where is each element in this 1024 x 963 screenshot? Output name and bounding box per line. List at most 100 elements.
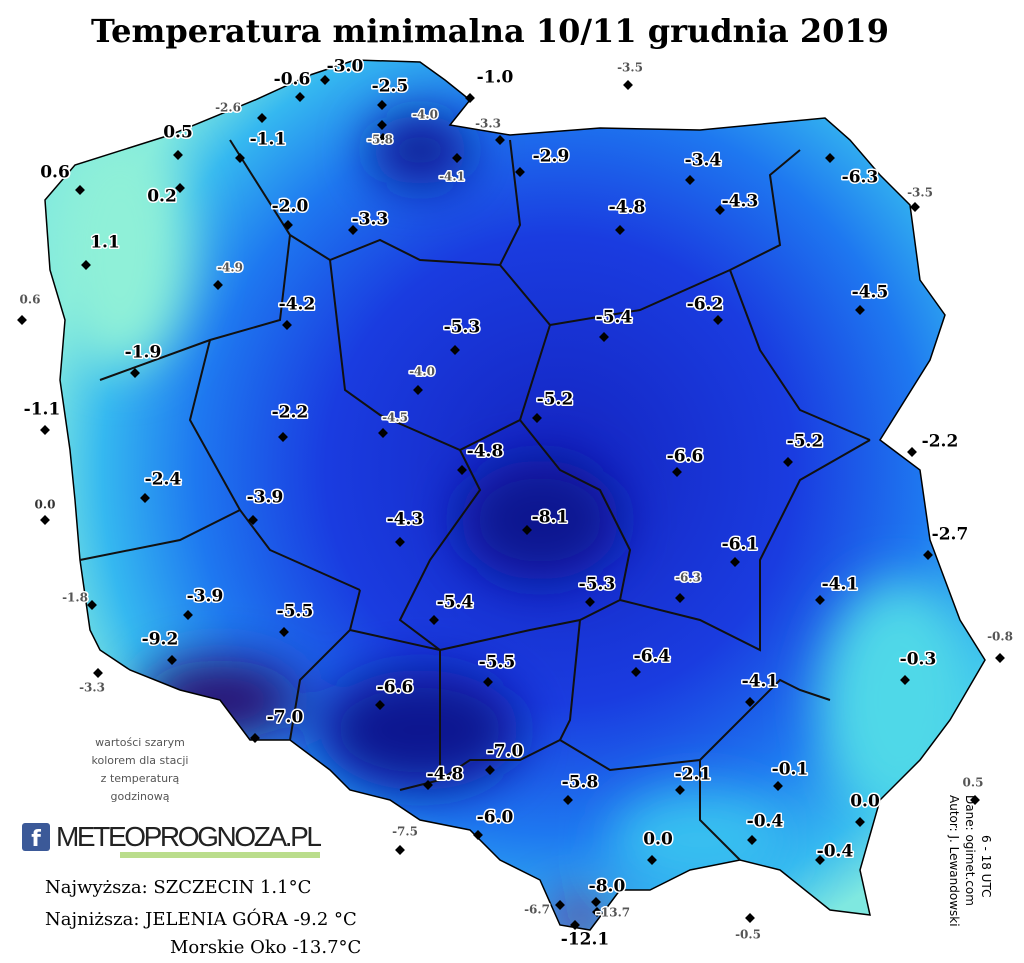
station-label: -2.4 [145, 470, 182, 490]
stations: -3.0 -0.6 -2.5 -1.0 -3.5 -2.6 -4.0 -5.8 -3.3 0.5 -… [17, 55, 1014, 951]
station-label: 0.6 [20, 293, 41, 307]
station-marker [395, 845, 405, 855]
station-marker [395, 537, 405, 547]
station-marker [623, 80, 633, 90]
map-title: Temperatura minimalna 10/11 grudnia 2019 [91, 12, 889, 50]
station-label: 0.5 [163, 123, 193, 143]
station-label: -3.9 [187, 587, 224, 607]
station-marker [250, 733, 260, 743]
station-label: -6.3 [675, 571, 701, 585]
station-label: 0.6 [40, 163, 70, 183]
station-label: -6.1 [722, 535, 759, 555]
facebook-icon [22, 823, 50, 851]
station-marker [423, 780, 433, 790]
station-label: -4.8 [467, 442, 504, 462]
station-label: -2.9 [533, 147, 570, 167]
station-label: -3.3 [475, 117, 501, 131]
logo: f METEOPROGNOZA.PL [22, 821, 322, 858]
station-marker [923, 550, 933, 560]
station-marker [532, 413, 542, 423]
station-marker [87, 600, 97, 610]
station-label: -2.6 [215, 101, 241, 115]
station-marker [995, 653, 1005, 663]
station-label: -0.1 [772, 760, 809, 780]
station-label: -2.7 [932, 525, 969, 545]
station-marker [647, 855, 657, 865]
station-label: -4.0 [409, 365, 435, 379]
station-marker [485, 765, 495, 775]
station-label: -4.5 [852, 283, 889, 303]
station-marker [167, 655, 177, 665]
station-label: -6.3 [842, 168, 879, 188]
station-label: -0.8 [987, 630, 1013, 644]
station-label: -4.2 [279, 295, 316, 315]
station-label: -5.2 [537, 390, 574, 410]
station-label: -7.5 [392, 825, 418, 839]
station-label: -6.6 [377, 678, 414, 698]
station-label: -3.3 [79, 681, 105, 695]
credits: Autor: J. Lewandowski Dane: ogimet.com 6 -… [947, 795, 993, 927]
station-label: -3.0 [327, 57, 364, 77]
station-marker [815, 855, 825, 865]
station-label: -2.2 [272, 403, 309, 423]
credit-line: Dane: ogimet.com [963, 795, 977, 906]
note-line: godzinową [111, 790, 170, 803]
station-marker [783, 457, 793, 467]
station-marker [515, 167, 525, 177]
station-label: -1.0 [477, 68, 514, 88]
station-label: -5.8 [562, 773, 599, 793]
station-marker [175, 183, 185, 193]
station-label: -5.5 [277, 602, 314, 622]
station-label: -9.2 [142, 630, 179, 650]
station-marker [592, 907, 602, 917]
station-marker [855, 817, 865, 827]
station-label: -6.0 [477, 808, 514, 828]
note-line: kolorem dla stacji [92, 754, 189, 767]
station-label: -5.4 [437, 593, 474, 613]
station-marker [495, 135, 505, 145]
station-marker [745, 913, 755, 923]
station-marker [278, 432, 288, 442]
station-label: -6.4 [634, 647, 671, 667]
station-marker [570, 920, 580, 930]
note: wartości szarym kolorem dla stacji z tempe… [92, 736, 189, 803]
station-label: -5.3 [444, 318, 481, 338]
station-label: -4.3 [387, 510, 424, 530]
station-label: -3.4 [685, 151, 722, 171]
station-marker [563, 795, 573, 805]
station-marker [452, 153, 462, 163]
facebook-letter: f [31, 827, 41, 852]
station-marker [715, 205, 725, 215]
station-label: -5.4 [596, 308, 633, 328]
station-label: 0.0 [643, 830, 673, 850]
station-marker [473, 830, 483, 840]
station-marker [378, 428, 388, 438]
station-label: -7.0 [487, 742, 524, 762]
station-marker [348, 225, 358, 235]
station-label: -2.0 [272, 197, 309, 217]
station-marker [40, 425, 50, 435]
station-marker [675, 593, 685, 603]
credit-line: Autor: J. Lewandowski [947, 795, 961, 927]
station-label: -5.3 [579, 575, 616, 595]
station-marker [457, 465, 467, 475]
station-marker [40, 515, 50, 525]
station-label: -0.6 [274, 70, 311, 90]
station-label: -0.4 [817, 842, 854, 862]
stat-line: Najniższa: JELENIA GÓRA -9.2 °C [45, 907, 357, 930]
station-label: -4.9 [217, 261, 243, 275]
credit-line: 6 - 18 UTC [979, 835, 993, 897]
station-label: -0.3 [900, 650, 937, 670]
station-label: -13.7 [596, 906, 630, 920]
station-marker [235, 153, 245, 163]
station-label: -4.1 [822, 575, 859, 595]
station-label: -4.8 [427, 765, 464, 785]
stats: Najwyższa: SZCZECIN 1.1°C Najniższa: JELE… [45, 877, 361, 958]
station-marker [183, 610, 193, 620]
station-label: -6.2 [687, 295, 724, 315]
station-label: 0.0 [850, 792, 880, 812]
station-label: -5.5 [479, 653, 516, 673]
station-marker [130, 368, 140, 378]
station-label: -4.5 [382, 411, 408, 425]
